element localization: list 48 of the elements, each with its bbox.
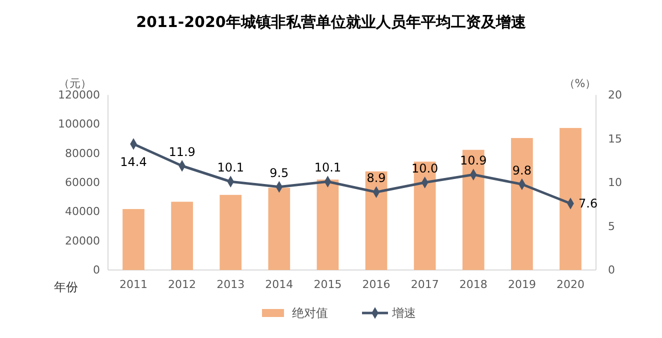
data-label: 14.4 — [120, 155, 147, 169]
x-tick-label: 2014 — [265, 278, 294, 291]
x-axis-title: 年份 — [54, 280, 78, 294]
x-tick-label: 2018 — [459, 278, 488, 291]
x-tick-label: 2013 — [216, 278, 245, 291]
bar — [268, 188, 290, 270]
y-tick-label: 100000 — [58, 118, 100, 131]
y2-axis-title: （%） — [564, 77, 596, 90]
data-label: 9.5 — [270, 166, 289, 180]
data-label: 10.0 — [411, 162, 438, 176]
y-tick-label: 120000 — [58, 88, 100, 102]
y2-tick-label: 0 — [608, 264, 615, 277]
x-tick-label: 2020 — [556, 278, 585, 291]
y2-tick-label: 5 — [608, 220, 615, 233]
data-label: 10.1 — [217, 160, 244, 175]
x-tick-label: 2017 — [410, 278, 439, 291]
bar — [122, 209, 144, 270]
bar — [316, 180, 339, 270]
bar — [414, 162, 436, 270]
y-tick-label: 60000 — [65, 176, 100, 190]
bar — [511, 138, 533, 270]
y2-tick-label: 10 — [608, 176, 622, 190]
data-label: 11.9 — [168, 144, 196, 159]
chart-title: 2011-2020年城镇非私营单位就业人员年平均工资及增速 — [136, 13, 527, 31]
y2-tick-label: 20 — [608, 88, 622, 102]
bar — [220, 194, 242, 270]
bar — [365, 171, 388, 270]
y-tick-label: 80000 — [65, 146, 100, 160]
x-tick-label: 2016 — [362, 278, 390, 291]
x-tick-label: 2011 — [119, 278, 148, 291]
y-tick-label: 0 — [93, 264, 100, 277]
data-label: 9.8 — [512, 163, 532, 178]
x-tick-label: 2012 — [168, 278, 196, 291]
x-tick-label: 2019 — [508, 278, 536, 291]
x-tick-label: 2015 — [314, 278, 342, 291]
data-label: 7.6 — [578, 196, 598, 210]
bar — [560, 128, 582, 270]
data-label: 10.1 — [314, 160, 342, 175]
legend-label: 增速 — [391, 306, 416, 320]
y-axis-title: （元） — [58, 77, 92, 90]
data-label: 8.9 — [366, 171, 386, 186]
bar — [171, 202, 193, 270]
y-tick-label: 20000 — [65, 234, 100, 248]
data-label: 10.9 — [460, 154, 487, 168]
legend-label: 绝对值 — [292, 306, 328, 320]
bar — [462, 150, 484, 270]
y2-tick-label: 15 — [608, 132, 622, 146]
y-tick-label: 40000 — [65, 205, 100, 218]
